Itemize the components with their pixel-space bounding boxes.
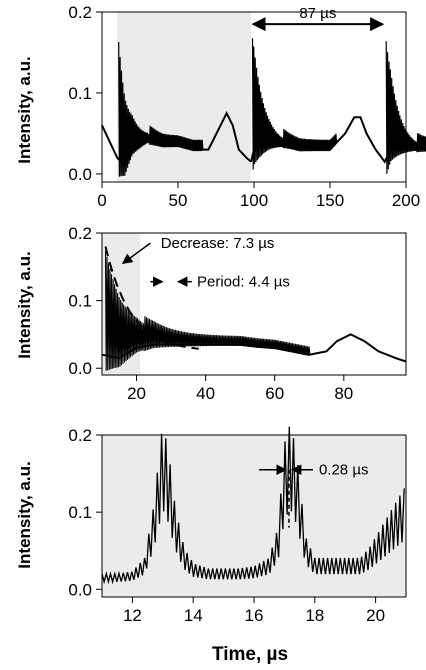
x-tick-label: 20: [127, 384, 146, 403]
data-plot: [101, 426, 405, 585]
period-label: 87 µs: [299, 5, 336, 22]
panel-bottom: 0.28 µs 12 14 16 18 20 0.0 0.1 0.2 Intensity, a…: [15, 426, 407, 625]
x-tick-label: 16: [245, 606, 264, 625]
x-tick-label: 80: [334, 384, 353, 403]
decrease-label: Decrease: 7.3 µs: [161, 235, 275, 252]
panel-middle: Decrease: 7.3 µs Period: 4.4 µs 20 40 60 80…: [15, 224, 407, 403]
x-tick-label: 100: [240, 191, 268, 210]
y-tick-label: 0.2: [68, 224, 92, 243]
y-axis-label: Intensity, a.u.: [15, 56, 34, 163]
oscillation-burst: [385, 41, 426, 174]
period-label: Period: 4.4 µs: [197, 274, 290, 291]
y-tick-label: 0.1: [68, 84, 92, 103]
axis-ticks: 12 14 16 18 20 0.0 0.1 0.2: [68, 426, 385, 625]
axes-frame: [101, 232, 407, 376]
y-tick-label: 0.1: [68, 292, 92, 311]
x-tick-label: 200: [392, 191, 420, 210]
y-tick-label: 0.1: [68, 503, 92, 522]
shaded-region: [117, 12, 251, 182]
y-axis-label: Intensity, a.u.: [15, 251, 34, 358]
x-tick-label: 18: [305, 606, 324, 625]
decrease-arrow: [121, 242, 151, 265]
x-tick-label: 40: [196, 384, 215, 403]
x-tick-label: 0: [97, 191, 106, 210]
y-tick-label: 0.0: [68, 165, 92, 184]
data-plot: [101, 250, 407, 371]
y-tick-label: 0.0: [68, 580, 92, 599]
y-tick-label: 0.2: [68, 426, 92, 445]
series-line: [101, 426, 405, 585]
oscillation-burst: [251, 38, 347, 170]
axis-ticks: 20 40 60 80 0.0 0.1 0.2: [68, 224, 353, 403]
annotations: 0.28 µs: [258, 462, 369, 528]
x-tick-label: 20: [366, 606, 385, 625]
oscillation-burst: [118, 41, 213, 177]
decay-envelope: [104, 246, 199, 350]
data-plot: [101, 38, 426, 177]
annotations: 87 µs: [251, 5, 385, 32]
y-tick-label: 0.0: [68, 359, 92, 378]
x-tick-label: 150: [316, 191, 344, 210]
x-tick-label: 50: [169, 191, 188, 210]
x-tick-label: 12: [123, 606, 142, 625]
y-tick-label: 0.2: [68, 3, 92, 22]
y-axis-label: Intensity, a.u.: [15, 461, 34, 568]
annotations: Decrease: 7.3 µs Period: 4.4 µs: [104, 235, 290, 350]
panel-top: 87 µs 0 50 100 150 200 0.0 0.1 0.2 Intensity, a…: [15, 3, 426, 210]
x-tick-label: 60: [265, 384, 284, 403]
period-label: 0.28 µs: [319, 462, 369, 479]
axis-ticks: 0 50 100 150 200 0.0 0.1 0.2: [68, 3, 420, 210]
x-axis-label: Time, µs: [212, 644, 288, 665]
x-tick-label: 14: [184, 606, 203, 625]
